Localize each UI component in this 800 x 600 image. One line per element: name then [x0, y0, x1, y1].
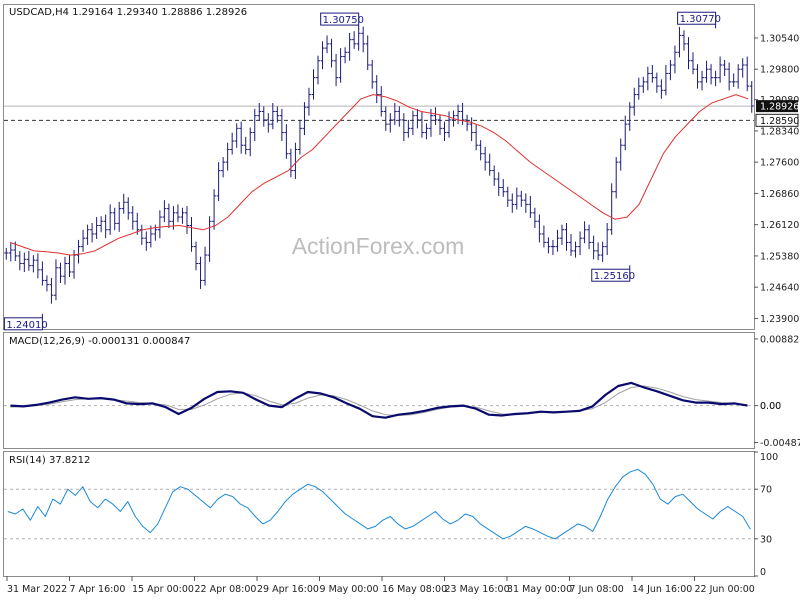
rsi-axis-label: 0 [760, 567, 766, 578]
annotation-label: 1.30770 [680, 14, 721, 25]
main-grid [4, 105, 754, 121]
time-axis-label: 22 Jun 00:00 [695, 584, 755, 595]
symbol-header: USDCAD,H4 1.29164 1.29340 1.28886 1.2892… [9, 7, 247, 18]
rsi-layer: 100 70 30 0 [4, 451, 778, 578]
annotation-label: 1.25160 [594, 271, 635, 282]
time-axis-label: 9 May 00:00 [320, 584, 379, 595]
annotation-label: 1.24010 [6, 320, 47, 331]
time-axis-label: 31 May 00:00 [507, 584, 572, 595]
macd-line [10, 381, 748, 419]
rsi-panel-frame [3, 451, 755, 577]
moving-average-line [9, 94, 749, 256]
price-axis-label: 1.28340 [760, 126, 799, 137]
time-axis-label: 15 Apr 00:00 [132, 584, 194, 595]
rsi-header: RSI(14) 37.8212 [9, 455, 90, 466]
price-axis-label: 1.25380 [760, 251, 799, 262]
annotation-box [320, 12, 360, 26]
annotation-label: 1.30750 [323, 15, 364, 26]
price-axis: 1.23900 1.24640 1.25380 1.26120 1.26860 1.276… [754, 33, 799, 325]
time-axis: 31 Mar 2022 7 Apr 16:00 15 Apr 00:00 22 Apr… [6, 576, 755, 595]
price-bars [4, 26, 754, 304]
price-axis-label: 1.23900 [760, 314, 799, 325]
price-axis-label: 1.29800 [760, 65, 799, 76]
rsi-axis-label: 70 [760, 485, 772, 496]
time-axis-label: 7 Jun 08:00 [570, 584, 624, 595]
time-axis-label: 22 Apr 08:00 [195, 584, 257, 595]
price-axis-label: 1.26860 [760, 189, 799, 200]
time-axis-label: 7 Apr 16:00 [70, 584, 126, 595]
rsi-line [7, 468, 751, 540]
macd-signal-line [10, 385, 748, 416]
annotation-box [591, 268, 631, 282]
price-axis-label: 1.26120 [760, 220, 799, 231]
annotation-box [677, 11, 717, 25]
macd-header: MACD(12,26,9) -0.000131 0.000847 [9, 336, 190, 347]
rsi-axis-label: 100 [760, 452, 778, 463]
main-panel-frame [3, 4, 755, 330]
time-axis-label: 14 Jun 16:00 [632, 584, 692, 595]
macd-current-label: 0.00 [760, 401, 781, 412]
macd-axis-label: 0.00882 [760, 334, 799, 345]
level-price-label: 1.28590 [760, 116, 799, 127]
level-price-box [755, 113, 799, 127]
price-axis-label: 1.27600 [760, 158, 799, 169]
macd-axis-label: 0.00 [760, 401, 781, 412]
macd-panel-frame [3, 332, 755, 449]
price-annotations: 1.30750 1.30770 1.25160 1.24010 [3, 11, 721, 331]
time-axis-label: 31 Mar 2022 [7, 584, 67, 595]
annotation-box [3, 317, 43, 331]
watermark: ActionForex.com [292, 233, 465, 259]
price-axis-label: 1.30540 [760, 33, 799, 44]
moving-average [9, 94, 749, 256]
time-axis-label: 16 May 08:00 [382, 584, 447, 595]
price-axis-label: 1.24640 [760, 283, 799, 294]
current-price-box [756, 100, 798, 113]
time-axis-label: 29 Apr 16:00 [257, 584, 319, 595]
current-price-label: 1.28926 [760, 102, 799, 113]
time-axis-label: 23 May 16:00 [445, 584, 510, 595]
macd-axis-label: -0.004872 [760, 438, 800, 449]
rsi-axis-label: 30 [760, 534, 772, 545]
